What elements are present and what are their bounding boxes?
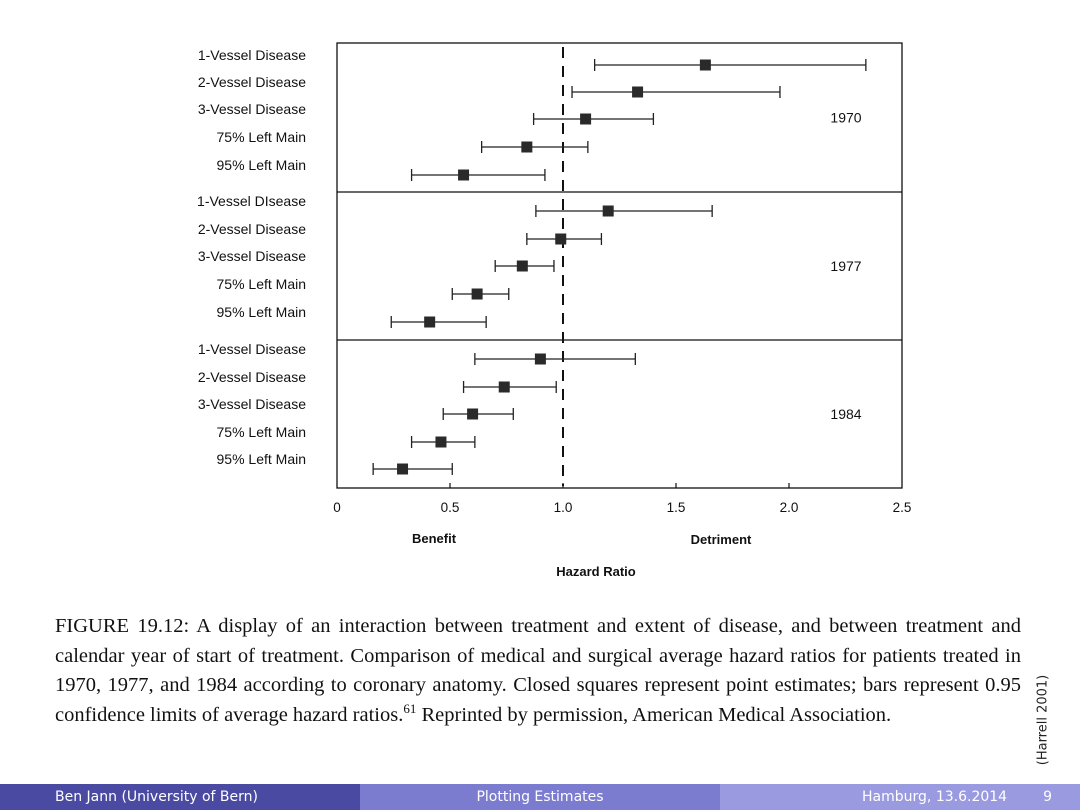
row-label: 75% Left Main	[217, 129, 307, 145]
plot-frame	[336, 42, 903, 489]
row-label: 2-Vessel Disease	[198, 369, 306, 385]
row-label: 3-Vessel Disease	[198, 248, 306, 264]
panel-year-1977: 1977	[830, 258, 861, 274]
point-estimate	[521, 141, 533, 153]
point-estimate	[467, 408, 479, 420]
point-estimate	[397, 463, 409, 475]
point-estimate	[498, 381, 510, 393]
footer-author: Ben Jann (University of Bern)	[0, 784, 360, 810]
x-tick-label: 0.5	[441, 500, 460, 515]
figure-caption: FIGURE 19.12: A display of an interactio…	[55, 612, 1021, 730]
x-tick-label: 0	[333, 500, 341, 515]
x-axis-title: Hazard Ratio	[556, 564, 636, 579]
footer-page-number: 9	[1043, 789, 1052, 805]
footer-date: Hamburg, 13.6.2014	[862, 789, 1008, 805]
x-tick-label: 2.0	[780, 500, 799, 515]
footer-title: Plotting Estimates	[360, 784, 720, 810]
footer-date-page: Hamburg, 13.6.2014 9	[720, 784, 1080, 810]
panel-year-1984: 1984	[830, 406, 861, 422]
point-estimate	[471, 288, 483, 300]
x-sublabel-benefit: Benefit	[412, 531, 457, 546]
point-estimate	[580, 113, 592, 125]
panel-year-1970: 1970	[830, 110, 861, 126]
point-estimate	[602, 205, 614, 217]
row-label: 95% Left Main	[217, 451, 307, 467]
row-label: 3-Vessel Disease	[198, 396, 306, 412]
footer-title-text: Plotting Estimates	[476, 789, 604, 805]
x-tick-label: 2.5	[893, 500, 912, 515]
row-label: 3-Vessel Disease	[198, 101, 306, 117]
slide-footer: Ben Jann (University of Bern) Plotting E…	[0, 784, 1080, 810]
x-tick-label: 1.0	[554, 500, 573, 515]
point-estimate	[699, 59, 711, 71]
caption-reference: 61	[403, 700, 417, 716]
point-estimate	[516, 260, 528, 272]
row-label: 95% Left Main	[217, 157, 307, 173]
forest-plot: 1970 1-Vessel Disease 2-Vessel Disease 3-Ve…	[197, 42, 912, 579]
point-estimate	[424, 316, 436, 328]
x-sublabel-detriment: Detriment	[691, 532, 752, 547]
row-label: 1-Vessel DIsease	[197, 193, 306, 209]
row-label: 95% Left Main	[217, 304, 307, 320]
row-label: 2-Vessel Disease	[198, 221, 306, 237]
point-estimate	[458, 169, 470, 181]
source-note: (Harrell 2001)	[1035, 674, 1051, 766]
row-label: 1-Vessel Disease	[198, 47, 306, 63]
caption-text-end: Reprinted by permission, American Medica…	[416, 703, 892, 726]
point-estimate	[555, 233, 567, 245]
row-label: 75% Left Main	[217, 276, 307, 292]
footer-author-text: Ben Jann (University of Bern)	[55, 789, 258, 805]
point-estimate	[534, 353, 546, 365]
caption-text: FIGURE 19.12: A display of an interactio…	[55, 615, 1021, 726]
x-tick-label: 1.5	[667, 500, 686, 515]
point-estimate	[435, 436, 447, 448]
row-label: 2-Vessel Disease	[198, 74, 306, 90]
row-label: 1-Vessel Disease	[198, 341, 306, 357]
row-label: 75% Left Main	[217, 424, 307, 440]
point-estimate	[632, 86, 644, 98]
